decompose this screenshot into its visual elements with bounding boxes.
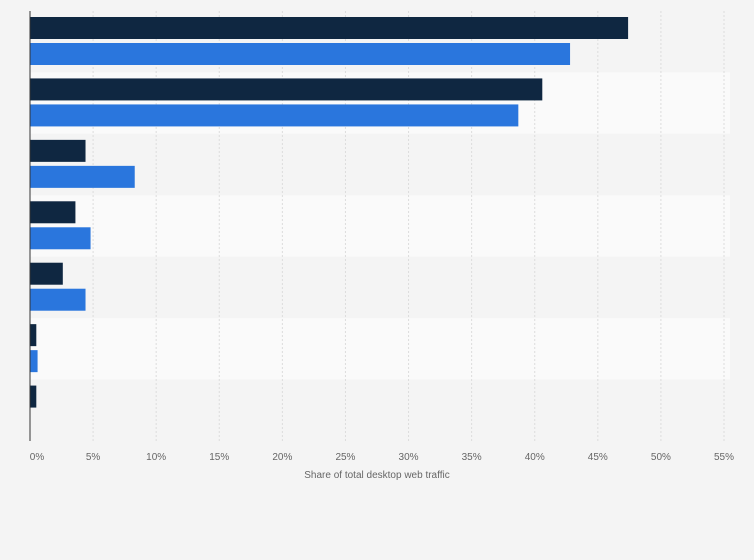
row-band: [30, 195, 730, 257]
bar: [30, 227, 91, 250]
bar: [30, 104, 519, 127]
x-tick-label: 0%: [30, 452, 45, 463]
row-band: [30, 379, 730, 441]
x-tick-label: 15%: [209, 452, 229, 463]
bar: [30, 139, 86, 162]
bar: [30, 17, 629, 39]
x-tick-label: 45%: [588, 452, 608, 463]
bar: [30, 165, 135, 188]
bar: [30, 78, 543, 101]
x-tick-labels: 0% 5% 10% 15% 20% 25% 30% 35% 40% 45% 50% 55%: [30, 452, 734, 463]
bar: [30, 288, 86, 311]
x-tick-label: 25%: [335, 452, 355, 463]
x-tick-label: 30%: [399, 452, 419, 463]
x-tick-label: 50%: [651, 452, 671, 463]
x-tick-label: 40%: [525, 452, 545, 463]
bar: [30, 262, 63, 285]
bar: [30, 43, 571, 65]
x-tick-label: 55%: [714, 452, 734, 463]
bar: [30, 385, 37, 408]
x-tick-label: 35%: [462, 452, 482, 463]
x-tick-label: 5%: [86, 452, 101, 463]
x-tick-label: 20%: [272, 452, 292, 463]
row-band: [30, 133, 730, 196]
bar: [30, 350, 38, 373]
x-axis-title: Share of total desktop web traffic: [304, 470, 449, 481]
row-bands: [30, 11, 730, 441]
bars: [30, 17, 629, 408]
row-band: [30, 318, 730, 380]
x-tick-label: 10%: [146, 452, 166, 463]
bar: [30, 201, 76, 224]
bar: [30, 324, 37, 347]
row-band: [30, 256, 730, 319]
